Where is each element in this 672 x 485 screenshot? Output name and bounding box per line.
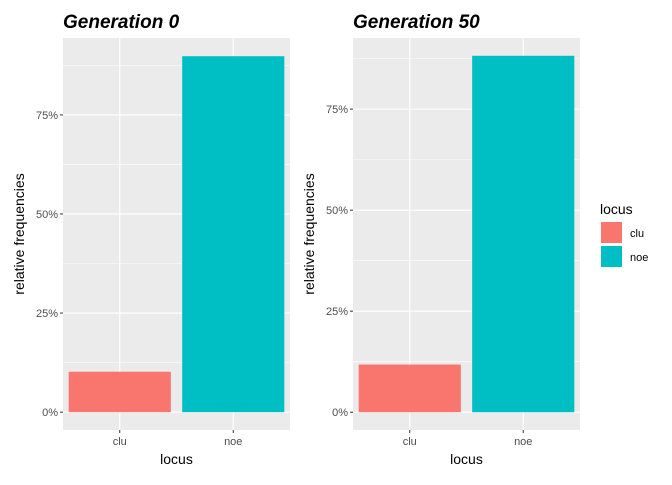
x-axis-title: locus [160, 451, 193, 467]
bar-clu [68, 371, 171, 413]
x-tick-label: clu [113, 436, 127, 448]
y-tick-label: 75% [36, 110, 58, 122]
y-tick-label: 50% [326, 205, 348, 217]
y-tick-label: 75% [326, 104, 348, 116]
y-tick-label: 0% [332, 407, 348, 419]
bar-clu [358, 364, 461, 413]
x-axis-title: locus [450, 451, 483, 467]
legend-title: locus [600, 201, 633, 217]
legend-key-clu [601, 222, 622, 243]
legend-label: clu [630, 228, 644, 240]
y-tick-label: 50% [36, 209, 58, 221]
panel-title: Generation 50 [353, 12, 480, 33]
x-tick-label: clu [403, 436, 417, 448]
bar-noe [182, 56, 285, 413]
bar-noe [472, 55, 575, 413]
panel-title: Generation 0 [63, 12, 180, 33]
y-axis-title: relative frequencies [301, 173, 317, 294]
legend-label: noe [630, 252, 648, 264]
y-tick-label: 0% [42, 407, 58, 419]
legend-key-noe [601, 246, 622, 267]
x-tick-label: noe [224, 436, 242, 448]
x-tick-label: noe [514, 436, 532, 448]
y-tick-label: 25% [326, 306, 348, 318]
y-tick-label: 25% [36, 308, 58, 320]
y-axis-title: relative frequencies [11, 173, 27, 294]
